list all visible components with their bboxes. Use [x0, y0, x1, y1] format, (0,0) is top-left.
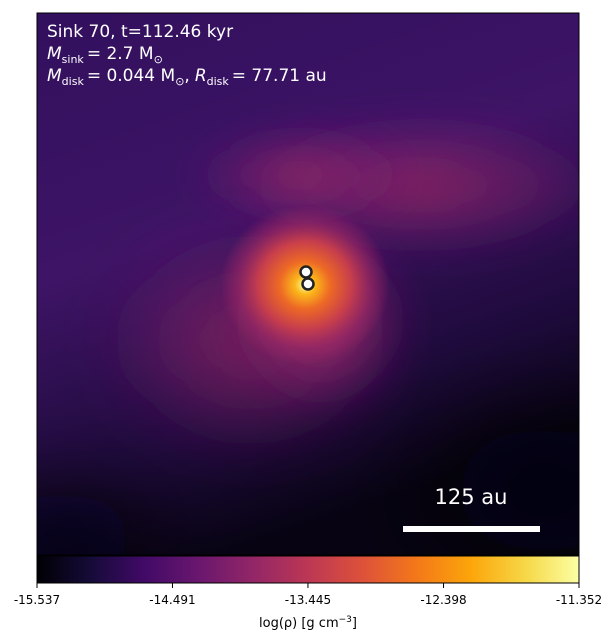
annotation: Sink 70, t=112.46 kyr Msink = 2.7 M⊙ Mdis… — [47, 22, 327, 88]
colorbar-tick-label: -13.445 — [285, 593, 331, 607]
colorbar-tick-label: -12.398 — [420, 593, 466, 607]
colorbar: -15.537 -14.491 -13.445 -12.398 -11.352 log(… — [14, 555, 602, 631]
colorbar-ticks: -15.537 -14.491 -13.445 -12.398 -11.352 — [14, 583, 602, 607]
sink-info-line: Sink 70, t=112.46 kyr — [47, 22, 233, 42]
scale-bar-line — [403, 526, 540, 532]
density-map — [37, 13, 579, 555]
sink-markers — [299, 265, 315, 291]
scale-bar: 125 au — [403, 485, 540, 532]
sink-marker — [301, 277, 315, 291]
sink-marker — [299, 265, 313, 279]
plot-frame — [36, 12, 580, 556]
colorbar-tick-label: -11.352 — [556, 593, 602, 607]
disk-info-line: Mdisk = 0.044 M⊙, Rdisk = 77.71 au — [47, 66, 327, 88]
colorbar-tick-label: -15.537 — [14, 593, 60, 607]
colorbar-gradient — [36, 555, 580, 584]
scale-bar-label: 125 au — [435, 485, 508, 509]
colorbar-tick-label: -14.491 — [149, 593, 195, 607]
colorbar-label: log(ρ) [g cm−3] — [259, 615, 357, 631]
sink-mass-line: Msink = 2.7 M⊙ — [47, 44, 163, 66]
